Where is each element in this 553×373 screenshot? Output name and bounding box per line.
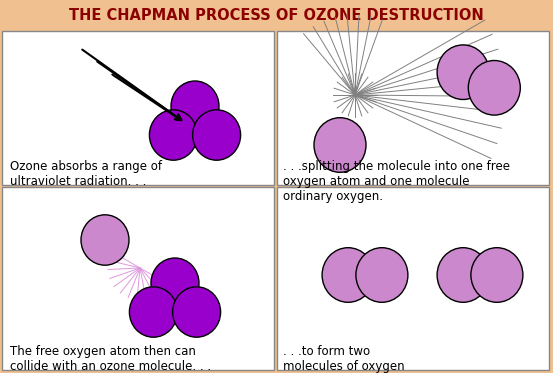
Ellipse shape bbox=[173, 287, 221, 337]
Ellipse shape bbox=[171, 81, 219, 131]
Ellipse shape bbox=[149, 110, 197, 160]
Text: The free oxygen atom then can
collide with an ozone molecule. . .: The free oxygen atom then can collide wi… bbox=[10, 345, 211, 373]
Ellipse shape bbox=[129, 287, 178, 337]
Ellipse shape bbox=[437, 45, 489, 100]
Bar bbox=[0, 0, 553, 30]
Text: Ozone absorbs a range of
ultraviolet radiation. . .: Ozone absorbs a range of ultraviolet rad… bbox=[10, 160, 162, 188]
Ellipse shape bbox=[471, 248, 523, 302]
Ellipse shape bbox=[468, 60, 520, 115]
Text: THE CHAPMAN PROCESS OF OZONE DESTRUCTION: THE CHAPMAN PROCESS OF OZONE DESTRUCTION bbox=[69, 7, 484, 22]
Bar bbox=[2, 187, 274, 370]
Ellipse shape bbox=[356, 248, 408, 302]
Ellipse shape bbox=[81, 215, 129, 265]
Ellipse shape bbox=[437, 248, 489, 302]
Ellipse shape bbox=[192, 110, 241, 160]
Bar bbox=[2, 31, 274, 185]
Bar bbox=[277, 31, 549, 185]
Ellipse shape bbox=[314, 118, 366, 172]
Text: . . .splitting the molecule into one free
oxygen atom and one molecule
ordinary : . . .splitting the molecule into one fre… bbox=[283, 160, 510, 203]
Ellipse shape bbox=[322, 248, 374, 302]
Bar bbox=[277, 187, 549, 370]
Ellipse shape bbox=[151, 258, 199, 308]
Text: . . .to form two
molecules of oxygen: . . .to form two molecules of oxygen bbox=[283, 345, 405, 373]
